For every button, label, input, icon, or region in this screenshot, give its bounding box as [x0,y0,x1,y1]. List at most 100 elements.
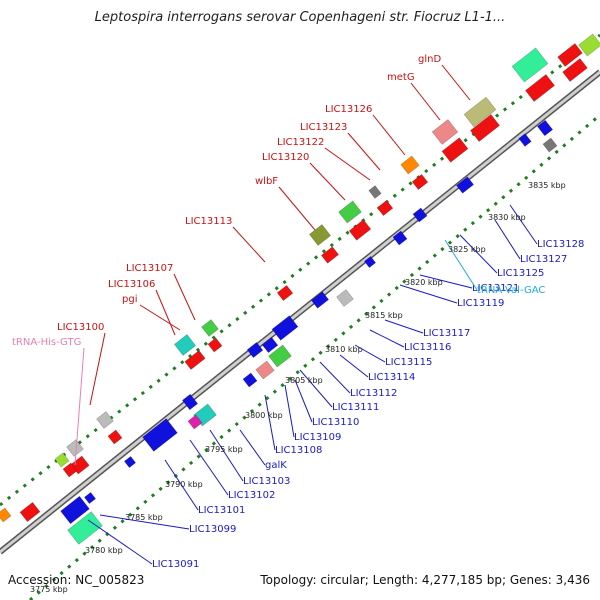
map-title: Leptospira interrogans serovar Copenhage… [94,10,506,25]
feature-box [187,414,203,430]
feature-box [181,393,199,411]
kbp-label: 3825 kbp [448,245,486,254]
callout-line [164,459,199,511]
feature-box [242,372,258,388]
reverse-gene-label: LIC13114 [368,372,415,383]
feature-glyph [536,119,554,137]
feature-box [107,429,123,445]
callout-line [299,369,333,408]
forward-gene-label: wlbF [255,176,278,187]
feature-glyph [557,43,583,67]
reverse-gene-label: LIC13108 [275,445,322,456]
feature-glyph [60,495,90,525]
feature-box [207,337,223,353]
feature-glyph [255,360,275,380]
reverse-gene-label: LIC13116 [404,342,451,353]
reverse-gene-label: LIC13125 [497,268,544,279]
feature-glyph [411,173,429,191]
reverse-gene-label: LIC13091 [152,559,199,570]
feature-glyph [66,439,84,457]
feature-box [271,315,299,341]
callout-line [369,329,405,348]
callout-line [509,204,538,245]
forward-gene-label: glnD [418,54,441,65]
feature-box [348,219,372,241]
feature-box [96,411,114,429]
callout-line [384,319,424,334]
callout-line [419,274,473,289]
accession-text: Accession: NC_005823 [8,573,145,587]
feature-box [463,96,497,128]
callout-line [294,379,313,423]
feature-glyph [348,219,372,241]
feature-box [320,246,340,264]
callout-line [354,344,386,363]
feature-box [62,462,78,478]
scale-ticks [0,33,600,600]
callout-line [284,384,295,438]
feature-glyph [207,337,223,353]
feature-box [542,137,558,153]
feature-box [411,173,429,191]
feature-glyph [83,491,97,505]
reverse-gene-label: tRNA-Val-GAC [477,285,545,296]
reverse-gene-label: LIC13110 [312,417,359,428]
kbp-label: 3820 kbp [405,278,443,287]
callout-line [264,394,276,451]
feature-box [557,43,583,67]
kbp-label: 3795 kbp [205,445,243,454]
feature-box [336,289,354,307]
reverse-gene-label: LIC13128 [537,239,584,250]
reverse-gene-label: LIC13109 [294,432,341,443]
feature-glyph [271,315,299,341]
forward-gene-label: LIC13126 [325,104,372,115]
feature-glyph [107,429,123,445]
feature-glyph [518,133,532,147]
feature-box [142,418,178,452]
feature-glyph [184,350,206,370]
callout-line [189,439,229,496]
feature-box [392,230,408,246]
feature-box [201,319,219,337]
reverse-gene-label: LIC13111 [332,402,379,413]
forward-gene-label: LIC13100 [57,322,104,333]
feature-glyph [123,455,137,469]
reverse-gene-label: LIC13115 [385,357,432,368]
feature-glyph [338,200,362,224]
feature-glyph [142,418,178,452]
callout-line [494,219,521,260]
callout-line [278,186,316,231]
kbp-label: 3805 kbp [285,376,323,385]
callout-line [309,162,346,201]
inner-tick-track [29,113,600,600]
feature-box [60,495,90,525]
feature-box [470,114,500,142]
reverse-gene-label: LIC13117 [423,328,470,339]
feature-glyph [470,114,500,142]
forward-gene-label: metG [387,72,415,83]
feature-box [173,334,197,356]
reverse-gene-label: LIC13099 [189,524,236,535]
feature-glyph [431,119,459,145]
callout-line [372,114,406,156]
callout-line [209,429,244,482]
kbp-label: 3785 kbp [125,513,163,522]
callout-line [324,147,371,181]
feature-box [562,58,588,82]
reverse-gene-label: LIC13121 [472,283,519,294]
feature-glyph [310,291,330,309]
feature-glyph [201,319,219,337]
feature-box [455,176,475,194]
kbp-label: 3815 kbp [365,311,403,320]
feature-box [536,119,554,137]
forward-gene-label: LIC13123 [300,122,347,133]
feature-glyph [336,289,354,307]
feature-box [268,344,292,368]
feature-glyph [181,393,199,411]
feature-box [441,137,469,163]
callout-line [99,514,190,530]
feature-glyph [542,137,558,153]
forward-gene-label: pgi [122,294,137,305]
callout-line [232,226,266,263]
